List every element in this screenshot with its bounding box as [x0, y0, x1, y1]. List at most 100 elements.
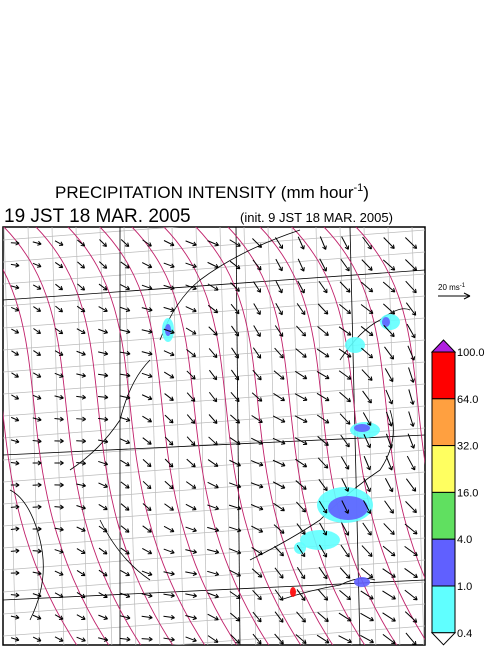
wind-arrow [297, 280, 305, 294]
wind-arrow [98, 592, 108, 599]
wind-arrow [11, 394, 20, 400]
grid-line [3, 603, 425, 637]
wind-arrow [185, 306, 197, 313]
wind-arrow [141, 262, 153, 269]
wind-arrow [405, 632, 417, 645]
wind-arrow [10, 526, 20, 532]
precipitation-area [290, 587, 296, 597]
wind-arrow [120, 547, 130, 555]
wind-arrow [294, 437, 308, 445]
wind-arrow [185, 636, 197, 643]
wind-arrow [54, 460, 64, 466]
wind-arrow [76, 482, 87, 488]
wind-arrow [404, 545, 418, 557]
lat-lon-line [349, 227, 361, 645]
wind-arrow [10, 482, 20, 488]
wind-arrow [207, 304, 219, 314]
wind-arrow [142, 547, 153, 555]
wind-arrow [98, 438, 109, 444]
isobar [35, 227, 174, 645]
wind-arrow [76, 438, 87, 444]
wind-arrow [338, 612, 352, 622]
isobar [3, 227, 142, 645]
wind-arrow [382, 633, 396, 645]
wind-arrow [98, 614, 108, 620]
wind-arrow [11, 372, 19, 378]
colorbar-segment [431, 491, 456, 540]
wind-arrow [296, 303, 306, 316]
wind-arrow [363, 434, 372, 449]
wind-arrow [142, 239, 152, 247]
grid-line [75, 227, 89, 645]
wind-arrow [363, 455, 371, 471]
wind-arrow [32, 482, 42, 488]
wind-arrow [275, 258, 283, 272]
wind-arrow [273, 524, 285, 534]
wind-arrow [141, 570, 153, 577]
wind-arrow [252, 259, 262, 271]
wind-arrow [32, 614, 42, 620]
wind-arrow [207, 240, 219, 247]
wind-arrow [76, 592, 86, 599]
wind-arrow [404, 589, 418, 601]
grid-line [243, 227, 257, 645]
wind-arrow [275, 237, 284, 250]
grid-line [123, 227, 137, 645]
wind-arrow [98, 372, 109, 378]
wind-arrow [360, 567, 374, 579]
grid-line [3, 581, 425, 615]
colorbar-segment [431, 398, 456, 447]
wind-arrow [185, 615, 197, 621]
wind-arrow [340, 544, 350, 558]
wind-arrow [10, 416, 20, 422]
wind-arrow [77, 239, 86, 247]
wind-arrow [99, 239, 108, 247]
wind-arrow [98, 416, 109, 422]
wind-arrow [163, 548, 175, 555]
wind-arrow [76, 372, 86, 378]
wind-arrow [185, 240, 197, 247]
wind-arrow [119, 372, 131, 378]
wind-arrow [54, 570, 64, 576]
wind-arrow [32, 416, 42, 422]
grid-line [3, 361, 425, 395]
wind-arrow [185, 526, 197, 533]
wind-arrow [10, 636, 20, 642]
precipitation-area [354, 577, 370, 587]
grid-line [3, 471, 425, 505]
wind-arrow [32, 636, 42, 642]
wind-arrow [76, 350, 86, 356]
grid-line [3, 251, 425, 285]
isobar [355, 227, 425, 465]
wind-arrow [98, 283, 108, 291]
precipitation-area [294, 542, 306, 554]
wind-arrow [76, 460, 87, 466]
wind-arrow [251, 525, 264, 533]
isobar [67, 227, 206, 645]
wind-arrow [32, 284, 42, 290]
wind-arrow [253, 325, 261, 337]
wind-arrow [163, 371, 175, 379]
wind-arrow [98, 394, 109, 400]
wind-scale-head [463, 292, 471, 300]
wind-arrow [339, 281, 351, 293]
wind-arrow [382, 590, 396, 600]
wind-arrow [252, 633, 262, 645]
lat-lon-line [3, 434, 425, 456]
wind-arrow [98, 503, 108, 511]
isobar [3, 268, 110, 645]
wind-arrow [185, 593, 198, 598]
wind-arrow [120, 459, 130, 467]
wind-arrow [360, 326, 374, 337]
wind-arrow [163, 614, 175, 620]
wind-arrow [340, 434, 350, 448]
wind-arrow [163, 571, 175, 576]
wind-arrow [186, 436, 196, 446]
wind-arrow [98, 637, 109, 642]
precipitation-area [354, 424, 370, 432]
wind-arrow [11, 328, 20, 334]
grid-line [3, 273, 425, 307]
wind-arrow [252, 238, 263, 248]
wind-arrow [76, 526, 86, 532]
wind-arrow [10, 614, 20, 620]
